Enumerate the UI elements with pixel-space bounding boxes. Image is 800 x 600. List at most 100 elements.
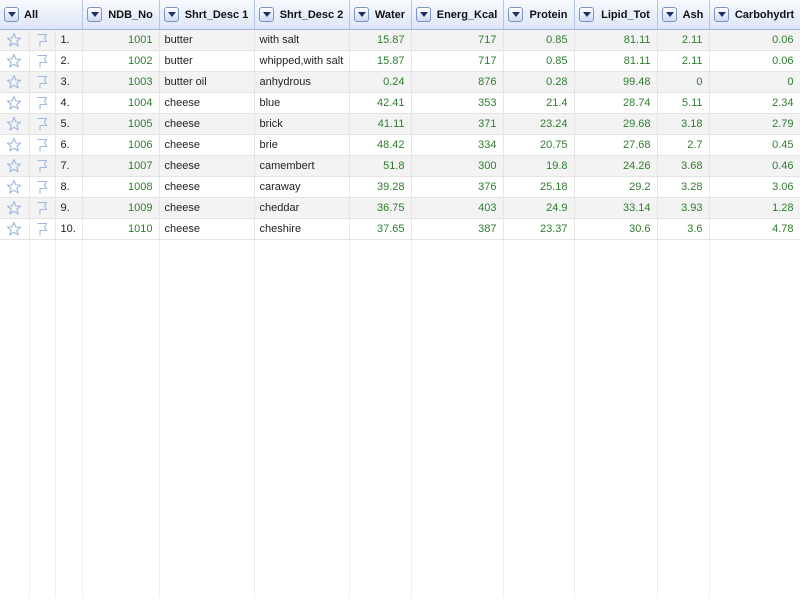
column-header-water[interactable]: Water: [349, 0, 412, 30]
ndb-no-cell[interactable]: 1002: [82, 50, 160, 72]
flag-toggle[interactable]: [29, 197, 56, 219]
shrt-desc-1-cell[interactable]: cheese: [159, 218, 255, 240]
column-header-ndb-no[interactable]: NDB_No: [82, 0, 160, 30]
ash-cell[interactable]: 3.28: [657, 176, 710, 198]
table-row[interactable]: 6. 1006 cheese brie 48.42 334 20.75 27.6…: [0, 134, 800, 156]
shrt-desc-2-cell[interactable]: caraway: [254, 176, 350, 198]
ndb-no-cell[interactable]: 1010: [82, 218, 160, 240]
flag-toggle[interactable]: [29, 155, 56, 177]
protein-cell[interactable]: 25.18: [503, 176, 575, 198]
ndb-no-cell[interactable]: 1001: [82, 29, 160, 51]
protein-cell[interactable]: 24.9: [503, 197, 575, 219]
select-all-header[interactable]: All: [0, 0, 83, 30]
lipid-tot-cell[interactable]: 81.11: [574, 50, 658, 72]
table-row[interactable]: 5. 1005 cheese brick 41.11 371 23.24 29.…: [0, 113, 800, 135]
ndb-no-cell[interactable]: 1006: [82, 134, 160, 156]
water-cell[interactable]: 0.24: [349, 71, 412, 93]
star-outline-icon[interactable]: [6, 200, 22, 216]
star-toggle[interactable]: [0, 134, 30, 156]
star-toggle[interactable]: [0, 71, 30, 93]
protein-cell[interactable]: 19.8: [503, 155, 575, 177]
ash-cell[interactable]: 0: [657, 71, 710, 93]
energ-kcal-cell[interactable]: 353: [411, 92, 504, 114]
flag-outline-icon[interactable]: [34, 137, 50, 153]
table-row[interactable]: 1. 1001 butter with salt 15.87 717 0.85 …: [0, 29, 800, 51]
flag-toggle[interactable]: [29, 176, 56, 198]
ash-cell[interactable]: 3.18: [657, 113, 710, 135]
shrt-desc-1-cell[interactable]: cheese: [159, 197, 255, 219]
flag-outline-icon[interactable]: [34, 95, 50, 111]
chevron-down-icon[interactable]: [163, 7, 179, 22]
lipid-tot-cell[interactable]: 29.68: [574, 113, 658, 135]
carbohydrt-cell[interactable]: 0.46: [709, 155, 800, 177]
flag-outline-icon[interactable]: [34, 200, 50, 216]
column-header-lipid-tot[interactable]: Lipid_Tot: [574, 0, 658, 30]
energ-kcal-cell[interactable]: 717: [411, 29, 504, 51]
table-row[interactable]: 7. 1007 cheese camembert 51.8 300 19.8 2…: [0, 155, 800, 177]
water-cell[interactable]: 39.28: [349, 176, 412, 198]
flag-toggle[interactable]: [29, 50, 56, 72]
star-outline-icon[interactable]: [6, 137, 22, 153]
water-cell[interactable]: 41.11: [349, 113, 412, 135]
flag-outline-icon[interactable]: [34, 74, 50, 90]
ndb-no-cell[interactable]: 1003: [82, 71, 160, 93]
chevron-down-icon[interactable]: [507, 7, 523, 22]
ndb-no-cell[interactable]: 1008: [82, 176, 160, 198]
flag-outline-icon[interactable]: [34, 32, 50, 48]
chevron-down-icon[interactable]: [415, 7, 431, 22]
table-row[interactable]: 3. 1003 butter oil anhydrous 0.24 876 0.…: [0, 71, 800, 93]
shrt-desc-1-cell[interactable]: cheese: [159, 92, 255, 114]
flag-outline-icon[interactable]: [34, 116, 50, 132]
chevron-down-icon[interactable]: [4, 7, 19, 22]
ash-cell[interactable]: 3.6: [657, 218, 710, 240]
chevron-down-icon[interactable]: [578, 7, 594, 22]
ash-cell[interactable]: 3.68: [657, 155, 710, 177]
lipid-tot-cell[interactable]: 27.68: [574, 134, 658, 156]
shrt-desc-2-cell[interactable]: anhydrous: [254, 71, 350, 93]
protein-cell[interactable]: 0.85: [503, 29, 575, 51]
shrt-desc-1-cell[interactable]: butter: [159, 50, 255, 72]
flag-outline-icon[interactable]: [34, 221, 50, 237]
protein-cell[interactable]: 23.24: [503, 113, 575, 135]
lipid-tot-cell[interactable]: 99.48: [574, 71, 658, 93]
star-toggle[interactable]: [0, 176, 30, 198]
lipid-tot-cell[interactable]: 29.2: [574, 176, 658, 198]
star-outline-icon[interactable]: [6, 158, 22, 174]
carbohydrt-cell[interactable]: 4.78: [709, 218, 800, 240]
flag-outline-icon[interactable]: [34, 53, 50, 69]
star-toggle[interactable]: [0, 50, 30, 72]
ash-cell[interactable]: 3.93: [657, 197, 710, 219]
flag-outline-icon[interactable]: [34, 179, 50, 195]
protein-cell[interactable]: 0.28: [503, 71, 575, 93]
carbohydrt-cell[interactable]: 2.34: [709, 92, 800, 114]
chevron-down-icon[interactable]: [258, 7, 274, 22]
energ-kcal-cell[interactable]: 300: [411, 155, 504, 177]
star-outline-icon[interactable]: [6, 53, 22, 69]
star-toggle[interactable]: [0, 92, 30, 114]
chevron-down-icon[interactable]: [353, 7, 369, 22]
shrt-desc-2-cell[interactable]: cheshire: [254, 218, 350, 240]
water-cell[interactable]: 15.87: [349, 50, 412, 72]
star-toggle[interactable]: [0, 113, 30, 135]
star-outline-icon[interactable]: [6, 116, 22, 132]
carbohydrt-cell[interactable]: 2.79: [709, 113, 800, 135]
flag-toggle[interactable]: [29, 218, 56, 240]
shrt-desc-2-cell[interactable]: with salt: [254, 29, 350, 51]
star-outline-icon[interactable]: [6, 95, 22, 111]
ndb-no-cell[interactable]: 1009: [82, 197, 160, 219]
carbohydrt-cell[interactable]: 0.45: [709, 134, 800, 156]
ndb-no-cell[interactable]: 1005: [82, 113, 160, 135]
shrt-desc-2-cell[interactable]: blue: [254, 92, 350, 114]
protein-cell[interactable]: 23.37: [503, 218, 575, 240]
shrt-desc-1-cell[interactable]: cheese: [159, 155, 255, 177]
flag-outline-icon[interactable]: [34, 158, 50, 174]
ash-cell[interactable]: 5.11: [657, 92, 710, 114]
column-header-energ-kcal[interactable]: Energ_Kcal: [411, 0, 504, 30]
chevron-down-icon[interactable]: [713, 7, 729, 22]
lipid-tot-cell[interactable]: 24.26: [574, 155, 658, 177]
energ-kcal-cell[interactable]: 371: [411, 113, 504, 135]
water-cell[interactable]: 36.75: [349, 197, 412, 219]
carbohydrt-cell[interactable]: 0.06: [709, 29, 800, 51]
shrt-desc-1-cell[interactable]: cheese: [159, 176, 255, 198]
shrt-desc-2-cell[interactable]: brie: [254, 134, 350, 156]
